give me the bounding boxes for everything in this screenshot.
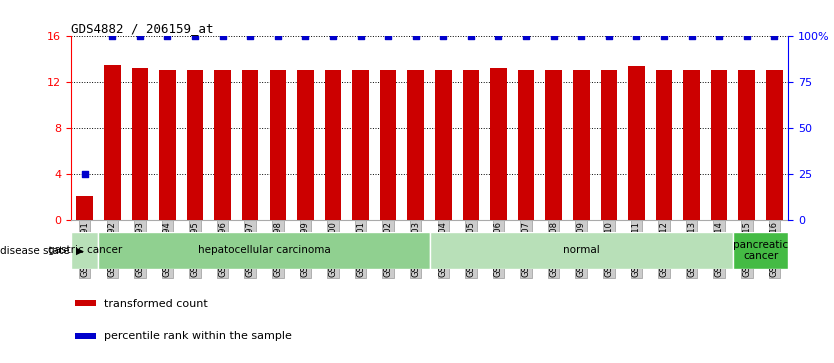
Point [409, 33, 422, 39]
Bar [518, 70, 535, 220]
Bar [269, 70, 286, 220]
Point [712, 33, 726, 39]
Point [575, 33, 588, 39]
Point [354, 33, 367, 39]
Point [437, 33, 450, 39]
Bar [430, 232, 733, 269]
Point [492, 33, 505, 39]
Bar [573, 70, 590, 220]
Text: pancreatic
cancer: pancreatic cancer [733, 240, 788, 261]
Bar [738, 70, 755, 220]
Bar [187, 70, 203, 220]
Text: hepatocellular carcinoma: hepatocellular carcinoma [198, 245, 330, 256]
Point [767, 33, 781, 39]
Bar [656, 70, 672, 220]
Text: transformed count: transformed count [104, 299, 208, 309]
Bar [297, 70, 314, 220]
Bar [75, 300, 96, 306]
Bar [352, 70, 369, 220]
Point [326, 33, 339, 39]
Bar [324, 70, 341, 220]
Point [381, 33, 394, 39]
Point [78, 171, 92, 177]
Bar [77, 196, 93, 220]
Bar [628, 66, 645, 220]
Point [547, 33, 560, 39]
Point [520, 33, 533, 39]
Point [465, 33, 478, 39]
Bar [733, 232, 788, 269]
Point [299, 33, 312, 39]
Text: GDS4882 / 206159_at: GDS4882 / 206159_at [71, 22, 214, 35]
Text: disease state  ▶: disease state ▶ [0, 245, 84, 256]
Point [602, 33, 615, 39]
Bar [766, 70, 782, 220]
Bar [104, 65, 121, 220]
Bar [683, 70, 700, 220]
Point [657, 33, 671, 39]
Bar [545, 70, 562, 220]
Point [188, 33, 202, 39]
Bar [408, 70, 424, 220]
Bar [379, 70, 396, 220]
Bar [490, 68, 507, 220]
Point [630, 33, 643, 39]
Point [106, 33, 119, 39]
Text: normal: normal [563, 245, 600, 256]
Bar [71, 232, 98, 269]
Bar [600, 70, 617, 220]
Text: percentile rank within the sample: percentile rank within the sample [104, 331, 292, 342]
Bar [242, 70, 259, 220]
Point [740, 33, 753, 39]
Bar [132, 68, 148, 220]
Point [133, 33, 147, 39]
Point [161, 33, 174, 39]
Bar [98, 232, 430, 269]
Point [216, 33, 229, 39]
Bar [435, 70, 451, 220]
Point [271, 33, 284, 39]
Point [685, 33, 698, 39]
Bar [214, 70, 231, 220]
Bar [159, 70, 176, 220]
Point [244, 33, 257, 39]
Bar [711, 70, 727, 220]
Text: gastric cancer: gastric cancer [48, 245, 122, 256]
Bar [463, 70, 480, 220]
Bar [75, 333, 96, 339]
